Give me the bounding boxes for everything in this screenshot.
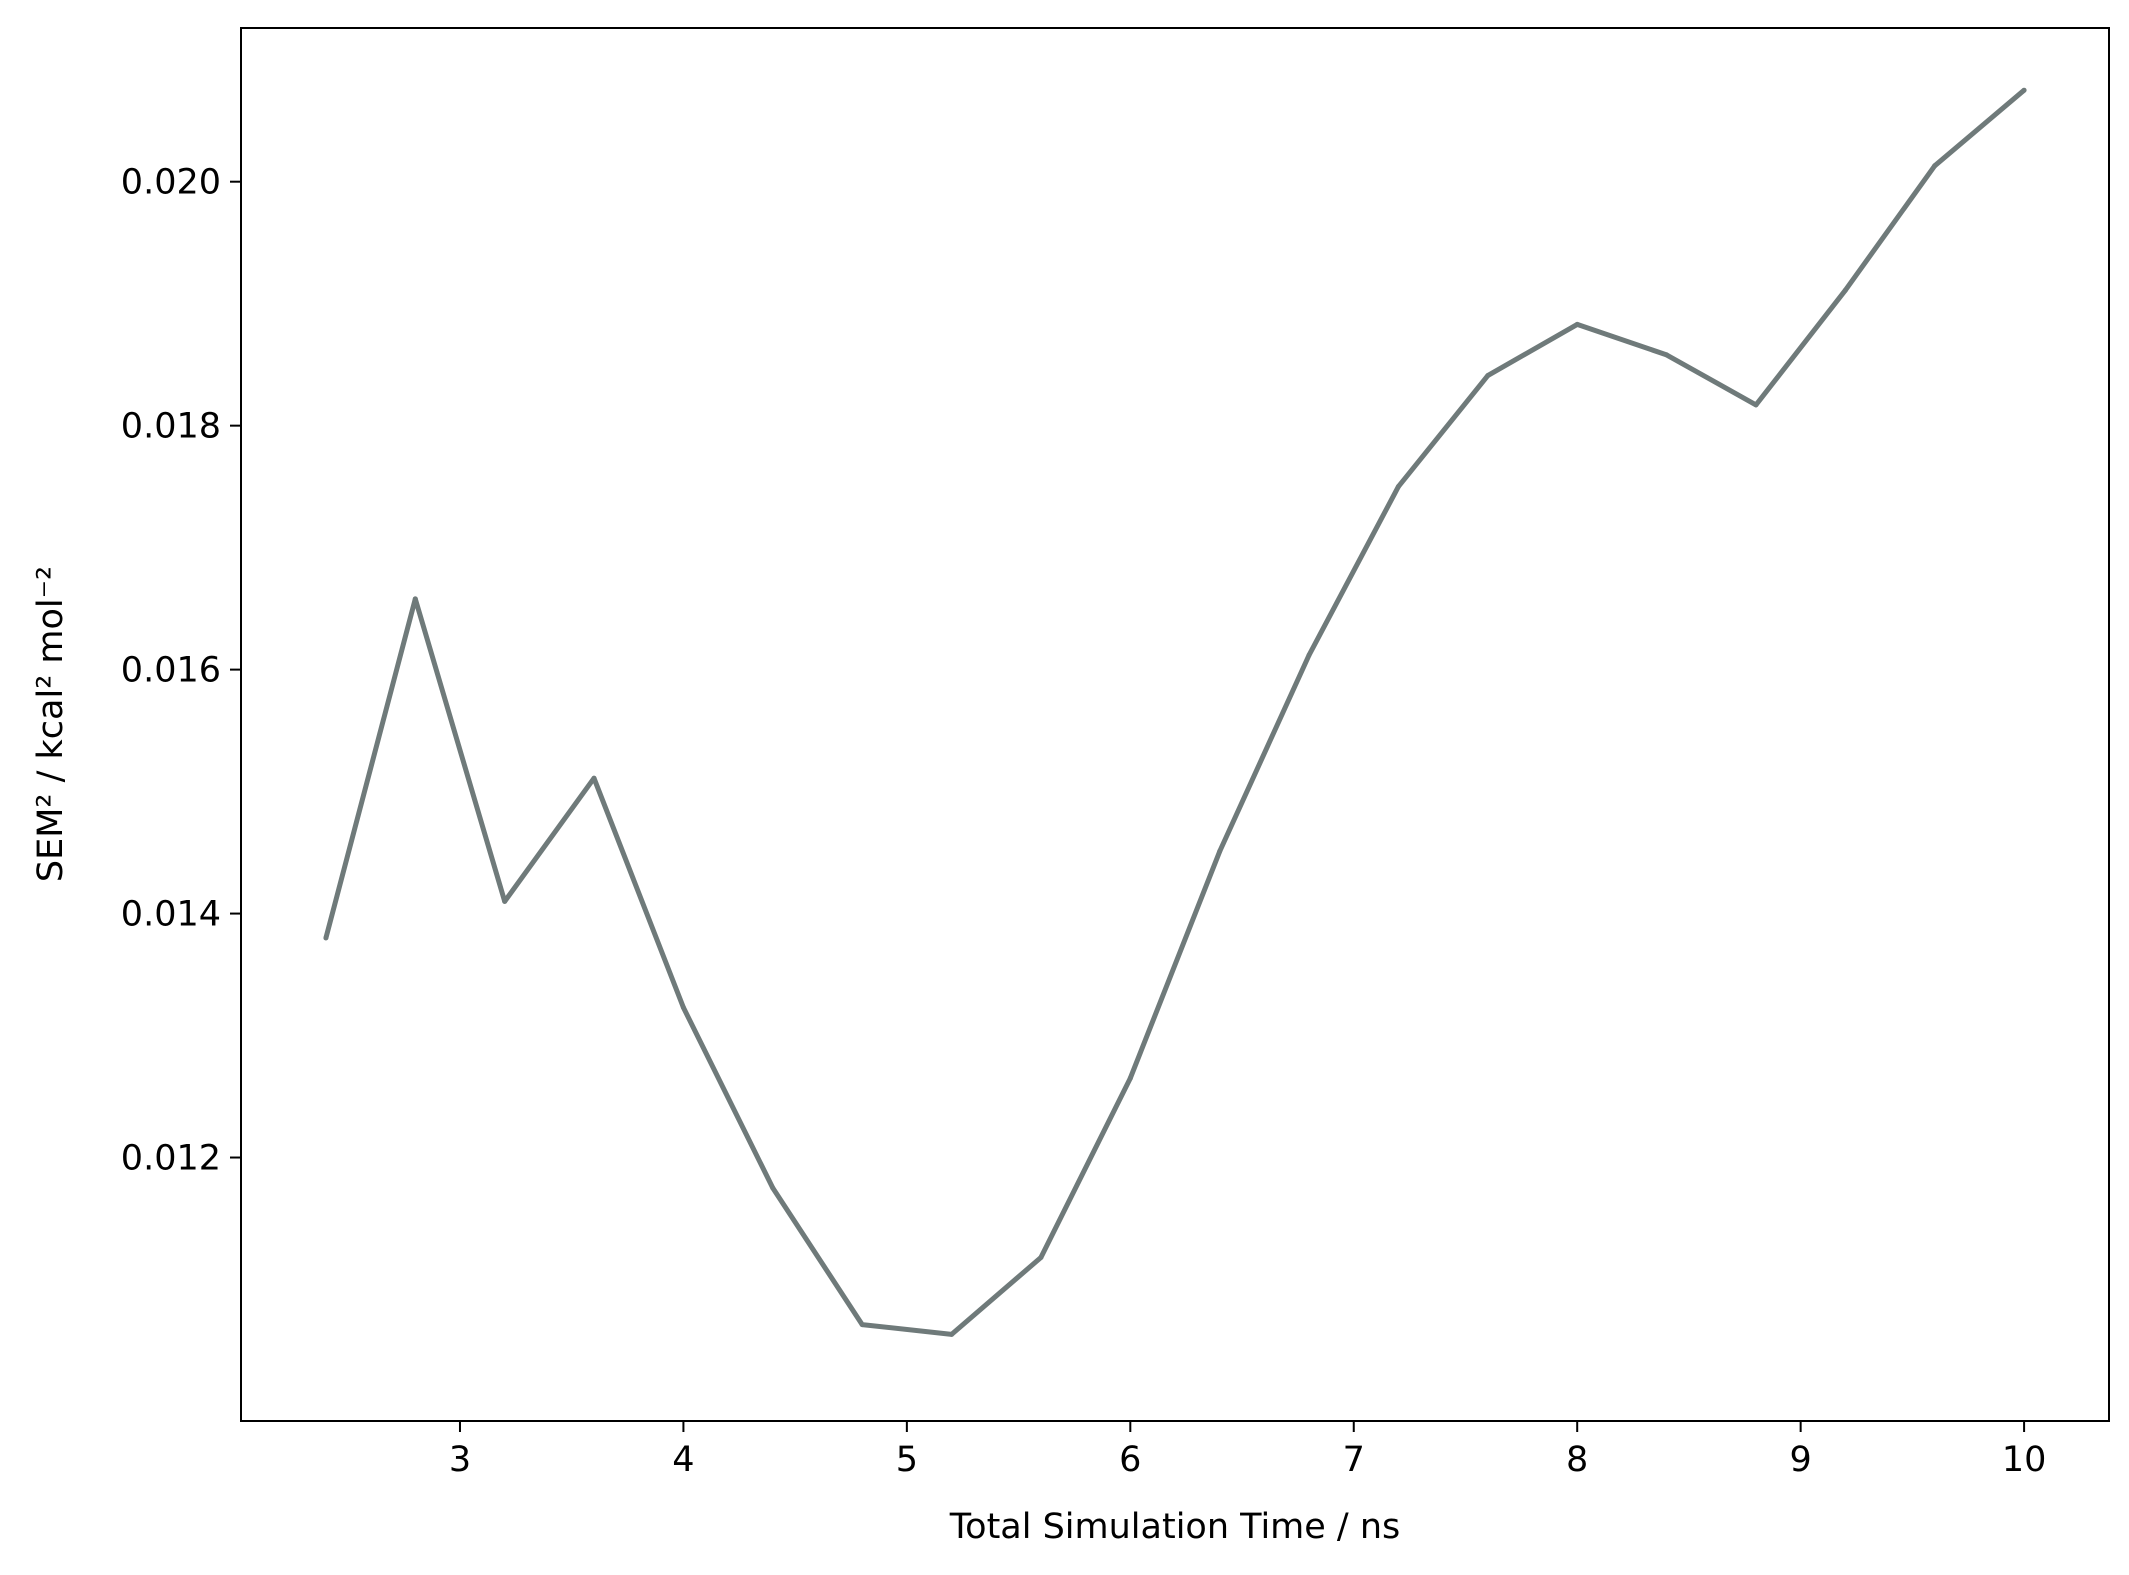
data-point xyxy=(1664,352,1670,358)
data-point xyxy=(1127,1075,1133,1081)
x-tick-label: 3 xyxy=(449,1440,471,1480)
data-point xyxy=(859,1322,865,1328)
y-tick-label: 0.012 xyxy=(121,1139,221,1179)
data-point xyxy=(1038,1255,1044,1260)
x-tick-label: 9 xyxy=(1790,1440,1812,1480)
x-axis-label: Total Simulation Time / ns xyxy=(949,1507,1401,1547)
data-point xyxy=(1842,287,1848,293)
x-tick-label: 8 xyxy=(1566,1440,1588,1480)
data-point xyxy=(1932,163,1938,169)
data-point xyxy=(323,935,329,941)
y-tick-label: 0.020 xyxy=(121,163,221,203)
y-tick-label: 0.018 xyxy=(121,407,221,447)
data-point xyxy=(2021,87,2027,93)
data-point xyxy=(949,1331,955,1337)
x-tick-label: 7 xyxy=(1343,1440,1365,1480)
x-tick-label: 10 xyxy=(2002,1440,2047,1480)
data-point xyxy=(770,1185,776,1191)
x-axis-ticks: 3 4 5 6 7 8 9 10 xyxy=(449,1421,2047,1480)
data-point xyxy=(412,596,418,602)
x-tick-label: 4 xyxy=(672,1440,694,1480)
y-axis-label: SEM² / kcal² mol⁻² xyxy=(31,566,71,882)
data-point xyxy=(1306,652,1312,658)
data-point xyxy=(680,1005,686,1010)
data-point xyxy=(1753,402,1759,408)
data-point xyxy=(1217,848,1223,854)
y-axis-ticks: 0.012 0.014 0.016 0.018 0.020 xyxy=(121,163,241,1179)
data-point xyxy=(1395,484,1401,490)
data-point xyxy=(1485,373,1491,379)
data-point xyxy=(502,898,508,904)
plot-frame xyxy=(240,27,2110,1422)
data-point xyxy=(1574,321,1580,327)
series-layer xyxy=(323,87,2027,1337)
data-point xyxy=(591,775,597,781)
y-tick-label: 0.014 xyxy=(121,895,221,935)
x-tick-label: 6 xyxy=(1119,1440,1141,1480)
y-tick-label: 0.016 xyxy=(121,651,221,691)
x-tick-label: 5 xyxy=(896,1440,918,1480)
series-line xyxy=(323,88,2026,1337)
